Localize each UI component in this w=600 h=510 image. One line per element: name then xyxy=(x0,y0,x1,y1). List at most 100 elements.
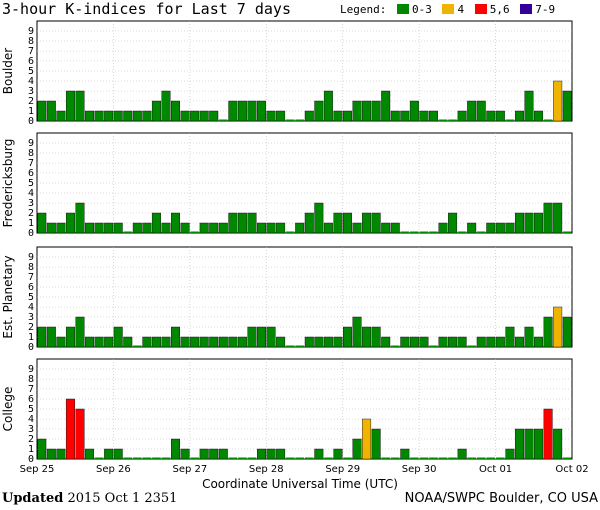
bar xyxy=(362,100,372,122)
bar xyxy=(257,222,266,234)
bar xyxy=(75,316,85,348)
bar xyxy=(209,222,219,234)
bar xyxy=(209,110,219,122)
bar xyxy=(343,212,352,234)
bar xyxy=(486,110,496,122)
panel-label: Est. Planetary xyxy=(1,255,15,338)
y-tick-label: 5 xyxy=(28,66,34,77)
bar xyxy=(390,345,400,347)
bar xyxy=(199,336,209,348)
bar xyxy=(371,428,381,460)
bar xyxy=(257,448,266,460)
bar xyxy=(94,336,104,348)
bar xyxy=(534,212,544,234)
x-tick-label: Sep 27 xyxy=(172,464,207,475)
bar xyxy=(410,231,419,233)
bar xyxy=(266,222,276,234)
legend-label-4: 4 xyxy=(457,3,465,16)
bar xyxy=(400,336,410,348)
bar xyxy=(295,222,305,234)
updated-label: Updated xyxy=(2,491,64,506)
y-tick-label: 2 xyxy=(28,322,34,333)
panel-label: Boulder xyxy=(1,48,15,95)
bar xyxy=(562,457,572,459)
bar xyxy=(46,100,56,122)
bar xyxy=(142,110,152,122)
y-tick-label: 8 xyxy=(28,36,34,47)
bar xyxy=(343,326,352,348)
bar xyxy=(429,457,438,459)
y-tick-label: 7 xyxy=(28,158,34,169)
bar xyxy=(85,222,95,234)
bar xyxy=(276,222,286,234)
bar xyxy=(352,316,362,348)
bar xyxy=(495,222,505,234)
bar xyxy=(104,222,114,234)
bar xyxy=(390,457,400,459)
y-tick-label: 1 xyxy=(28,332,34,343)
y-tick-label: 7 xyxy=(28,272,34,283)
bar xyxy=(553,202,563,234)
bar xyxy=(543,408,553,460)
x-tick-label: Oct 01 xyxy=(479,464,512,475)
bar xyxy=(333,336,343,348)
bar xyxy=(190,110,200,122)
bar xyxy=(362,326,372,348)
y-tick-label: 6 xyxy=(28,56,34,67)
bar xyxy=(161,222,171,234)
bar xyxy=(553,80,563,122)
bar xyxy=(553,428,563,460)
bar xyxy=(457,231,467,233)
bar xyxy=(266,326,276,348)
bar xyxy=(133,345,142,347)
bar xyxy=(448,336,458,348)
bar xyxy=(438,119,448,121)
legend: Legend: 0-3 4 5,6 7-9 xyxy=(340,3,555,16)
bar xyxy=(94,110,104,122)
bar xyxy=(295,457,304,459)
bar xyxy=(190,457,199,459)
bar xyxy=(371,326,381,348)
y-tick-label: 1 xyxy=(28,444,34,455)
bar xyxy=(171,100,181,122)
bar xyxy=(237,336,247,348)
bar xyxy=(323,90,333,122)
legend-swatch-7-9 xyxy=(520,4,533,14)
y-tick-label: 9 xyxy=(28,252,34,263)
bar xyxy=(486,222,496,234)
bar xyxy=(161,336,171,348)
bar xyxy=(285,231,295,233)
bar xyxy=(352,222,362,234)
bar xyxy=(305,457,314,459)
y-tick-label: 2 xyxy=(28,434,34,445)
bar xyxy=(37,100,47,122)
bar xyxy=(553,306,563,348)
bar xyxy=(113,448,123,460)
y-tick-label: 6 xyxy=(28,394,34,405)
y-tick-label: 5 xyxy=(28,404,34,415)
y-tick-label: 4 xyxy=(28,76,34,87)
bar xyxy=(237,100,247,122)
bar xyxy=(429,231,438,233)
x-tick-label: Sep 29 xyxy=(325,464,360,475)
y-tick-label: 0 xyxy=(28,342,34,353)
bar xyxy=(505,448,515,460)
bar xyxy=(56,336,66,348)
y-tick-label: 4 xyxy=(28,188,34,199)
bar xyxy=(524,428,534,460)
bar xyxy=(142,336,152,348)
bar xyxy=(247,100,257,122)
y-tick-label: 8 xyxy=(28,262,34,273)
bar xyxy=(304,336,314,348)
bar xyxy=(285,457,295,459)
bar xyxy=(123,231,133,233)
bar xyxy=(371,100,381,122)
bar xyxy=(228,212,238,234)
bar xyxy=(56,222,66,234)
bar xyxy=(524,326,534,348)
bar xyxy=(285,119,295,121)
y-tick-label: 3 xyxy=(28,198,34,209)
bar xyxy=(104,448,114,460)
updated-value: 2015 Oct 1 2351 xyxy=(67,491,178,506)
y-tick-label: 2 xyxy=(28,208,34,219)
